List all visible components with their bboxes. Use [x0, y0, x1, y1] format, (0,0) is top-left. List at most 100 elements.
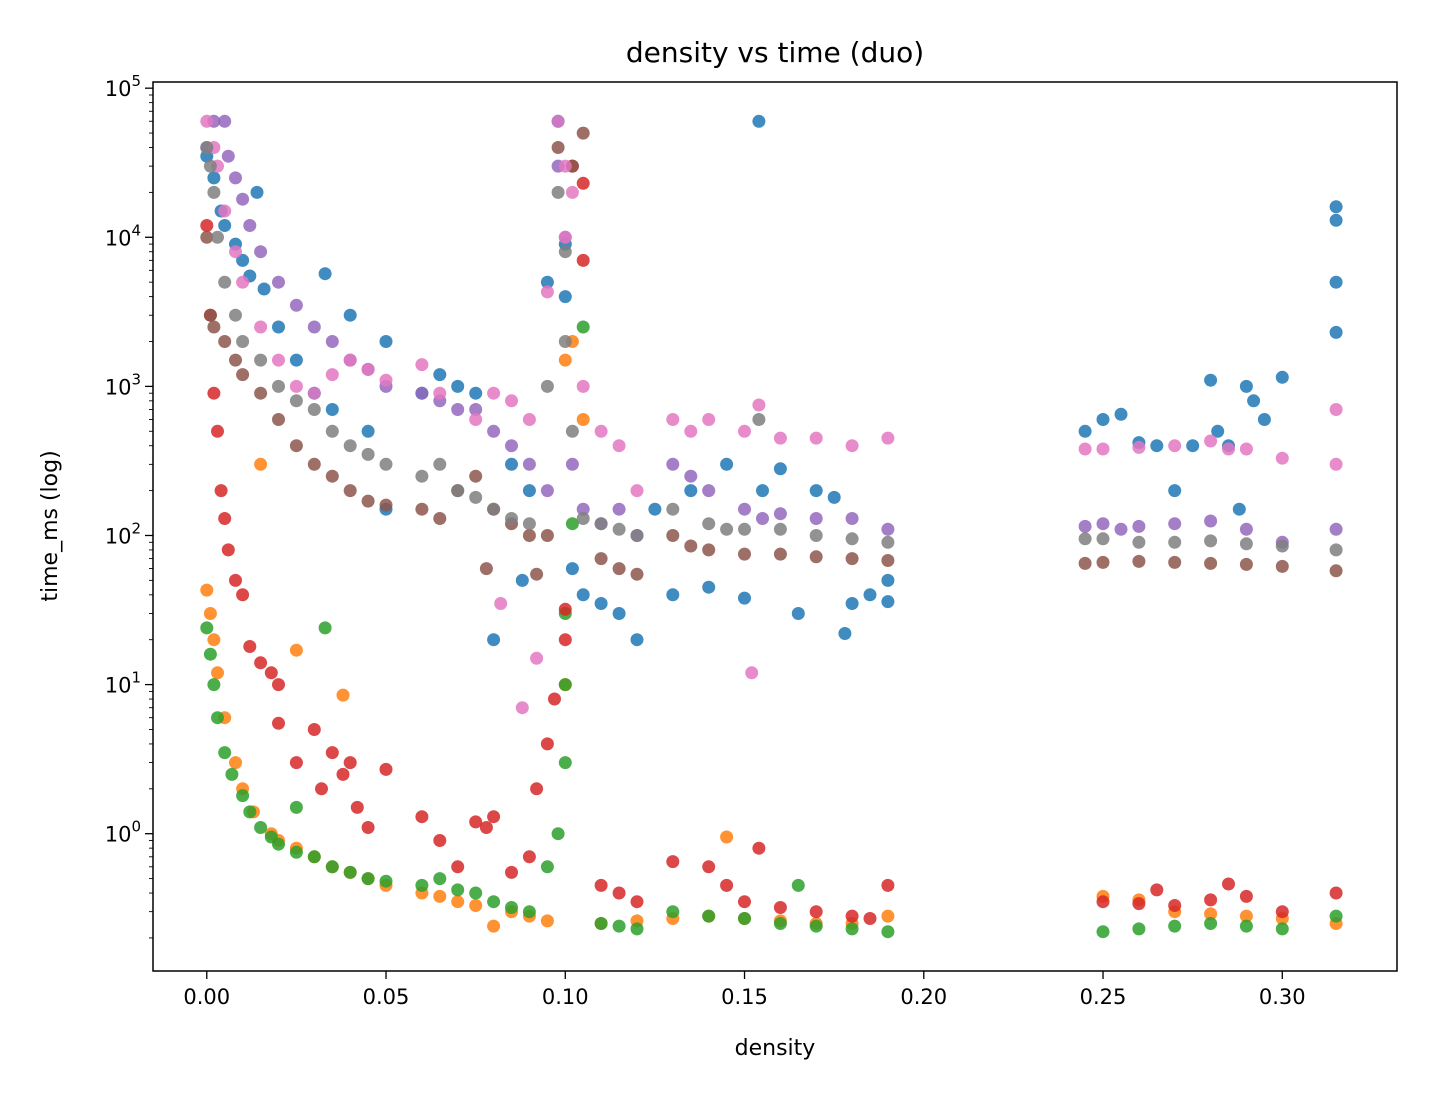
y-axis-label: time_ms (log): [38, 450, 63, 601]
data-point: [250, 185, 264, 199]
data-point: [540, 737, 554, 751]
data-point: [881, 878, 895, 892]
data-point: [361, 872, 375, 886]
data-point: [576, 512, 590, 525]
data-point: [1239, 889, 1253, 903]
data-point: [433, 457, 447, 471]
data-point: [881, 535, 895, 549]
data-point: [218, 114, 232, 128]
data-point: [343, 756, 357, 770]
data-point: [752, 413, 766, 426]
y-tick-label: 104: [105, 221, 141, 250]
data-point: [684, 539, 698, 553]
data-point: [881, 573, 895, 587]
data-point: [1096, 925, 1110, 939]
data-point: [1239, 537, 1253, 551]
data-point: [1078, 442, 1092, 456]
data-point: [881, 522, 895, 536]
data-point: [1078, 519, 1092, 533]
data-point: [773, 901, 787, 914]
data-point: [433, 512, 447, 525]
y-tick-label: 103: [105, 370, 141, 399]
data-point: [415, 878, 429, 892]
x-tick-label: 0.05: [363, 985, 410, 1009]
data-point: [350, 800, 364, 814]
data-point: [630, 484, 644, 498]
data-point: [881, 431, 895, 445]
data-point: [845, 532, 859, 546]
data-point: [576, 588, 590, 602]
data-point: [225, 767, 239, 781]
data-point: [594, 597, 608, 610]
data-point: [684, 484, 698, 498]
data-point: [289, 845, 303, 859]
data-point: [1275, 539, 1289, 553]
data-point: [211, 424, 224, 438]
data-point: [612, 886, 626, 900]
data-point: [272, 275, 285, 289]
data-point: [1329, 909, 1343, 923]
data-point: [207, 678, 221, 692]
data-point: [881, 554, 895, 567]
data-point: [630, 529, 644, 542]
data-point: [773, 462, 787, 476]
data-point: [1204, 434, 1218, 448]
data-point: [203, 607, 217, 620]
data-point: [1247, 394, 1261, 408]
data-point: [289, 394, 303, 408]
data-point: [1168, 484, 1182, 498]
data-point: [791, 878, 805, 892]
data-point: [203, 647, 217, 661]
data-point: [1114, 407, 1128, 421]
data-point: [1222, 442, 1235, 456]
data-point: [702, 860, 716, 874]
data-point: [379, 457, 393, 471]
data-point: [1275, 905, 1289, 919]
data-point: [1168, 899, 1182, 912]
data-point: [236, 192, 250, 206]
data-point: [1329, 275, 1343, 289]
data-point: [576, 379, 590, 393]
data-point: [254, 821, 268, 834]
chart-title: density vs time (duo): [626, 36, 924, 69]
data-point: [845, 597, 859, 610]
data-point: [576, 253, 590, 267]
data-point: [594, 878, 608, 892]
data-point: [1239, 522, 1253, 536]
data-point: [1257, 413, 1271, 426]
data-point: [845, 552, 859, 566]
data-point: [540, 285, 554, 299]
data-point: [469, 469, 483, 483]
data-point: [415, 502, 429, 516]
data-point: [1168, 535, 1182, 549]
data-point: [289, 353, 303, 367]
data-point: [469, 403, 483, 416]
series-4: [200, 114, 1343, 549]
data-point: [254, 457, 268, 471]
data-point: [791, 607, 805, 620]
data-point: [315, 782, 328, 796]
data-point: [540, 379, 554, 393]
data-point: [415, 386, 429, 400]
data-point: [540, 860, 554, 874]
data-point: [200, 230, 214, 244]
data-point: [558, 159, 572, 173]
data-point: [522, 413, 536, 426]
data-point: [576, 320, 590, 334]
data-point: [325, 335, 339, 348]
data-point: [1096, 442, 1110, 456]
data-point: [451, 403, 465, 416]
data-point: [487, 633, 501, 647]
data-point: [272, 413, 285, 426]
data-point: [1211, 424, 1225, 438]
data-point: [479, 821, 493, 834]
data-point: [229, 573, 242, 587]
data-point: [809, 512, 823, 525]
data-point: [838, 627, 852, 640]
data-point: [702, 580, 716, 594]
data-point: [738, 912, 751, 925]
data-point: [236, 368, 250, 382]
data-point: [307, 457, 321, 471]
data-point: [487, 895, 501, 909]
data-point: [1150, 883, 1164, 897]
